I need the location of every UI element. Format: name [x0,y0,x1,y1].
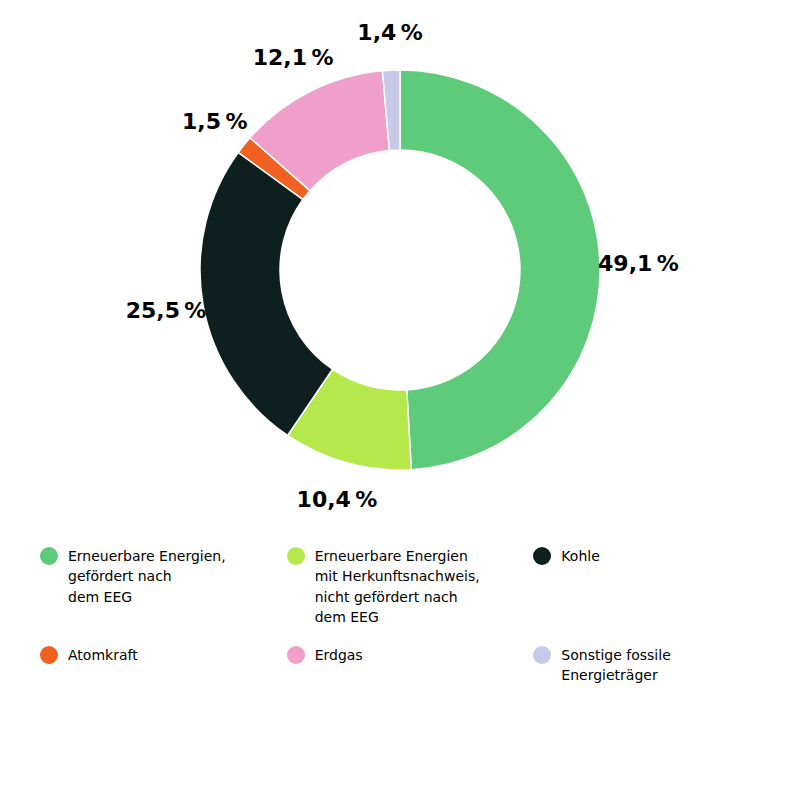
html-text:Atomkraft: Atomkraft [68,647,138,664]
svg-text:12,1 %: 12,1 % [253,45,334,70]
html-text:Kohle: Kohle [561,548,600,564]
svg-text:25,5 %: 25,5 % [126,298,207,323]
svg-text:10,4 %: 10,4 % [297,487,378,512]
svg-text:1,5 %: 1,5 % [182,109,247,134]
html-text:Erneuerbare Energien, geförder: Erneuerbare Energien, gefördert nach dem… [68,548,226,605]
svg-text:49,1 %: 49,1 % [598,251,679,276]
html-text:Sonstige fossile Energieträger: Sonstige fossile Energieträger [561,647,671,684]
svg-text:1,4 %: 1,4 % [357,20,422,45]
html-text:Erneuerbare Energien mit Herku: Erneuerbare Energien mit Herkunftsnachwe… [314,548,480,625]
html-text:Erdgas: Erdgas [314,647,363,664]
